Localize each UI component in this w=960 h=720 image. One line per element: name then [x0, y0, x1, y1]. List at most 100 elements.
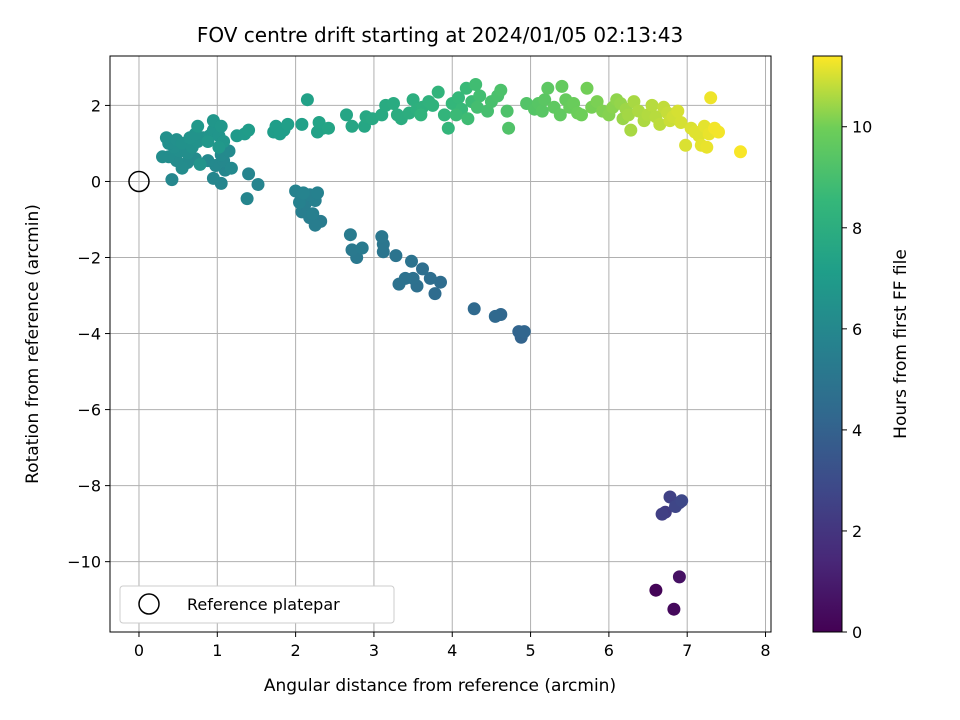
y-tick-label: −4 — [77, 325, 101, 344]
legend-label: Reference platepar — [187, 595, 340, 614]
scatter-point — [159, 131, 173, 145]
scatter-point — [355, 241, 369, 255]
colorbar-tick-label: 10 — [852, 118, 872, 137]
scatter-point — [535, 104, 549, 118]
scatter-point — [312, 116, 326, 129]
scatter-point — [405, 254, 418, 268]
scatter-point — [624, 123, 638, 137]
colorbar-tick-label: 0 — [852, 623, 862, 642]
scatter-point — [191, 119, 205, 133]
legend-reference-marker — [138, 593, 160, 615]
scatter-point — [712, 125, 725, 139]
scatter-point — [449, 108, 463, 122]
scatter-point — [470, 100, 484, 114]
scatter-point — [423, 271, 437, 285]
x-tick-label: 2 — [291, 641, 301, 660]
scatter-point — [452, 91, 465, 105]
scatter-point — [240, 192, 254, 206]
scatter-point — [622, 108, 635, 122]
y-tick-label: 2 — [91, 96, 101, 115]
scatter-point — [500, 104, 514, 118]
scatter-point — [242, 167, 256, 181]
scatter-point — [434, 275, 447, 289]
scatter-point — [295, 117, 309, 131]
scatter-point — [375, 230, 389, 244]
scatter-point — [311, 186, 324, 200]
scatter-point — [437, 108, 451, 122]
legend: Reference platepar — [119, 585, 395, 624]
scatter-point — [494, 83, 508, 97]
plot-frame — [109, 55, 772, 633]
scatter-point — [502, 121, 516, 135]
scatter-point — [345, 243, 359, 257]
scatter-point — [461, 112, 475, 126]
scatter-point — [575, 108, 588, 122]
x-tick-label: 3 — [369, 641, 379, 660]
scatter-point — [296, 186, 310, 200]
colorbar-tick-label: 6 — [852, 320, 862, 339]
colorbar-gradient — [812, 55, 843, 633]
y-axis-title: Rotation from reference (arcmin) — [23, 204, 43, 484]
y-tick-label: −2 — [77, 249, 101, 268]
scatter-point — [224, 161, 238, 175]
scatter-point — [653, 117, 667, 131]
scatter-point — [517, 325, 531, 339]
scatter-point — [281, 117, 295, 131]
scatter-point — [553, 108, 567, 122]
scatter-point — [441, 121, 455, 135]
colorbar-tick-label: 4 — [852, 421, 862, 440]
scatter-point — [663, 490, 677, 504]
y-tick-label: −6 — [77, 401, 101, 420]
x-tick-label: 1 — [212, 641, 222, 660]
scatter-point — [300, 93, 314, 107]
y-tick-label: −10 — [67, 553, 101, 572]
x-tick-label: 7 — [682, 641, 692, 660]
scatter-point — [649, 583, 663, 597]
x-tick-label: 8 — [760, 641, 770, 660]
scatter-point — [251, 178, 265, 191]
scatter-point — [165, 173, 179, 187]
scatter-point — [469, 78, 483, 91]
scatter-point — [700, 140, 714, 154]
y-tick-label: −8 — [77, 477, 101, 496]
colorbar-tick-label: 8 — [852, 219, 862, 238]
scatter-point — [156, 150, 169, 164]
scatter-point — [322, 121, 335, 135]
scatter-point — [467, 302, 481, 316]
x-axis-title: Angular distance from reference (arcmin) — [264, 676, 616, 696]
scatter-point — [414, 108, 428, 122]
scatter-point — [428, 287, 442, 301]
colorbar-tick-label: 2 — [852, 522, 862, 541]
scatter-point — [206, 171, 220, 185]
scatter-point — [343, 228, 357, 242]
scatter-point — [387, 97, 400, 110]
y-axis-ticks: 2 0 −2 −4 −6 −8 −10 — [67, 96, 110, 572]
scatter-point — [273, 127, 287, 141]
scatter-point — [734, 145, 747, 159]
legend-box — [119, 585, 395, 624]
scatter-point — [212, 140, 226, 154]
scatter-point — [222, 144, 236, 158]
scatter-point — [431, 85, 445, 99]
scatter-point — [675, 494, 689, 508]
y-tick-label: 0 — [91, 172, 101, 191]
scatter-point — [655, 507, 669, 521]
scatter-point — [679, 138, 693, 152]
scatter-point — [541, 81, 555, 95]
scatter-point — [242, 123, 256, 137]
scatter-point — [704, 91, 718, 105]
scatter-point — [392, 277, 406, 291]
scatter-point — [674, 116, 688, 129]
scatter-point — [340, 108, 353, 122]
scatter-point — [538, 93, 552, 107]
scatter-point — [473, 89, 487, 103]
scatter-points — [156, 78, 747, 616]
scatter-point — [201, 135, 215, 148]
reference-point-marker — [128, 170, 150, 193]
x-tick-label: 6 — [604, 641, 614, 660]
colorbar-title: Hours from first FF file — [891, 249, 911, 439]
x-axis-ticks: 0 1 2 3 4 5 6 7 8 — [134, 632, 771, 660]
chart-title: FOV centre drift starting at 2024/01/05 … — [197, 23, 683, 47]
x-tick-label: 5 — [525, 641, 535, 660]
